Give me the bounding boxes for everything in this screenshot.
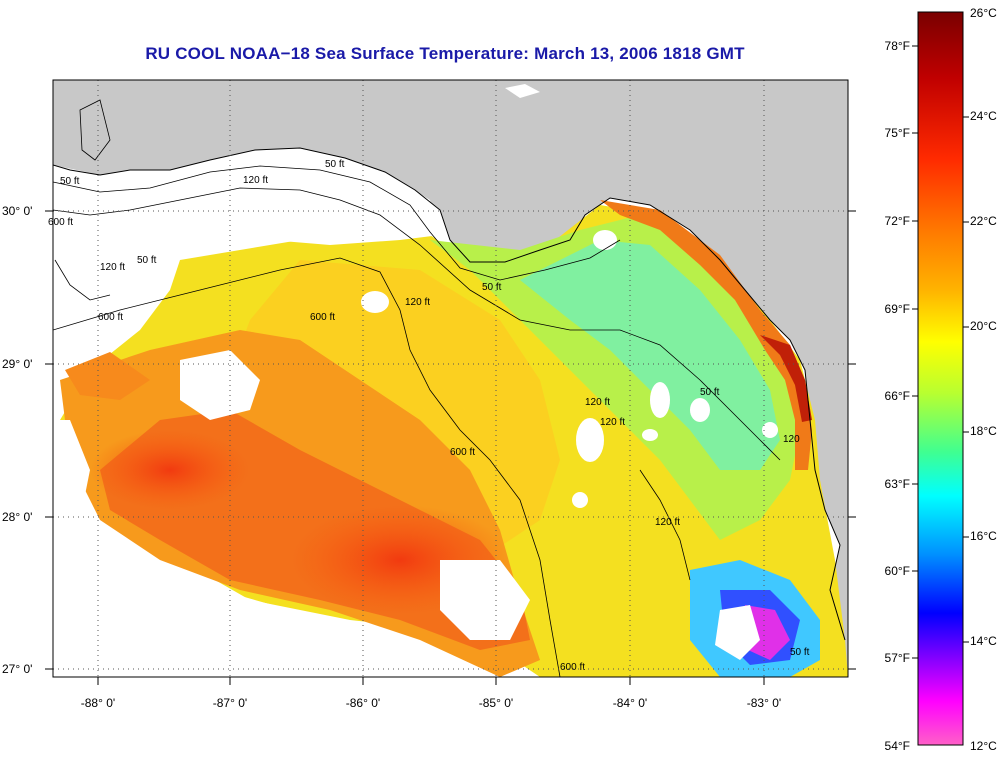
longitude-labels: -88° 0' -87° 0' -86° 0' -85° 0' -84° 0' … xyxy=(81,696,781,710)
celsius-label: 12°C xyxy=(970,739,997,753)
contour-label: 600 ft xyxy=(310,312,335,323)
celsius-label: 26°C xyxy=(970,6,997,20)
celsius-label: 22°C xyxy=(970,214,997,228)
lat-label: 29° 0' xyxy=(2,357,32,371)
cloud-mask xyxy=(53,148,778,677)
celsius-label: 24°C xyxy=(970,109,997,123)
fahrenheit-label: 69°F xyxy=(885,302,910,316)
lat-label: 27° 0' xyxy=(2,662,32,676)
contour-label: 600 ft xyxy=(98,312,123,323)
lat-label: 30° 0' xyxy=(2,204,32,218)
fahrenheit-label: 63°F xyxy=(885,477,910,491)
contour-label: 120 xyxy=(783,434,800,445)
fahrenheit-label: 60°F xyxy=(885,564,910,578)
celsius-label: 20°C xyxy=(970,319,997,333)
lon-label: -86° 0' xyxy=(346,696,380,710)
axis-ticks xyxy=(45,210,856,685)
contour-label: 50 ft xyxy=(325,159,345,170)
contour-label: 600 ft xyxy=(560,662,585,673)
inland-cloud xyxy=(505,84,540,98)
map-title: RU COOL NOAA−18 Sea Surface Temperature:… xyxy=(145,44,745,63)
fahrenheit-label: 78°F xyxy=(885,39,910,53)
contour-label: 50 ft xyxy=(700,387,720,398)
lon-label: -87° 0' xyxy=(213,696,247,710)
contour-label: 600 ft xyxy=(450,447,475,458)
celsius-label: 16°C xyxy=(970,529,997,543)
coastline xyxy=(53,147,846,641)
contour-label: 50 ft xyxy=(790,647,810,658)
contour-label: 120 ft xyxy=(405,297,430,308)
lon-label: -85° 0' xyxy=(479,696,513,710)
fahrenheit-label: 66°F xyxy=(885,389,910,403)
contour-label: 50 ft xyxy=(60,176,80,187)
contour-label: 120 ft xyxy=(243,175,268,186)
fahrenheit-label: 54°F xyxy=(885,739,910,753)
fahrenheit-label: 72°F xyxy=(885,214,910,228)
colorbar-celsius-labels: 26°C 24°C 22°C 20°C 18°C 16°C 14°C 12°C xyxy=(970,6,997,753)
latitude-labels: 30° 0' 29° 0' 28° 0' 27° 0' xyxy=(2,204,32,676)
sst-field xyxy=(60,200,848,677)
contour-label: 120 ft xyxy=(100,262,125,273)
contour-labels: 50 ft 120 ft 600 ft 50 ft 120 ft 600 ft … xyxy=(48,159,810,673)
contour-label: 120 ft xyxy=(655,517,680,528)
contour-label: 50 ft xyxy=(137,255,157,266)
celsius-label: 18°C xyxy=(970,424,997,438)
colorbar-ticks xyxy=(912,45,969,659)
lon-label: -83° 0' xyxy=(747,696,781,710)
fahrenheit-label: 57°F xyxy=(885,651,910,665)
colorbar-fahrenheit-labels: 78°F 75°F 72°F 69°F 66°F 63°F 60°F 57°F … xyxy=(885,39,910,753)
fahrenheit-label: 75°F xyxy=(885,126,910,140)
celsius-label: 14°C xyxy=(970,634,997,648)
contour-label: 120 ft xyxy=(585,397,610,408)
depth-contours xyxy=(53,165,781,677)
lon-label: -88° 0' xyxy=(81,696,115,710)
map-frame xyxy=(52,79,849,678)
contour-label: 50 ft xyxy=(482,282,502,293)
lon-label: -84° 0' xyxy=(613,696,647,710)
temperature-colorbar xyxy=(917,11,964,746)
bay-shoreline xyxy=(79,99,111,161)
lat-label: 28° 0' xyxy=(2,510,32,524)
contour-label: 120 ft xyxy=(600,417,625,428)
land-mass xyxy=(53,80,848,677)
contour-label: 600 ft xyxy=(48,217,73,228)
